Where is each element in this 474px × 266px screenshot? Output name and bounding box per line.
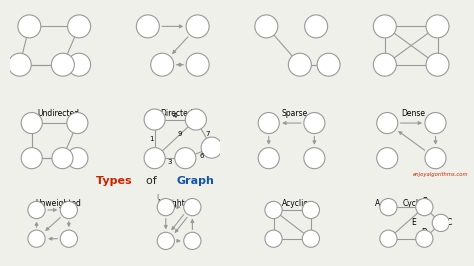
Circle shape (68, 15, 91, 38)
Circle shape (28, 230, 45, 247)
Circle shape (416, 198, 433, 216)
Text: Weighted: Weighted (158, 198, 195, 207)
Text: A: A (375, 199, 380, 208)
Circle shape (60, 230, 77, 247)
Text: of: of (146, 176, 160, 186)
Circle shape (67, 113, 88, 134)
Circle shape (302, 201, 319, 219)
Circle shape (305, 15, 328, 38)
Text: B: B (422, 197, 427, 206)
Circle shape (52, 148, 73, 169)
Circle shape (186, 15, 209, 38)
Text: Types: Types (96, 176, 135, 186)
Text: E: E (411, 218, 416, 227)
Circle shape (255, 15, 278, 38)
Circle shape (185, 109, 206, 130)
Circle shape (288, 53, 311, 76)
Circle shape (51, 53, 74, 76)
Circle shape (67, 148, 88, 169)
Circle shape (426, 15, 449, 38)
Circle shape (137, 15, 159, 38)
Circle shape (374, 53, 396, 76)
Circle shape (265, 230, 282, 247)
Circle shape (21, 148, 42, 169)
Text: Unweighted: Unweighted (35, 198, 81, 207)
Text: Directed: Directed (160, 109, 193, 118)
Circle shape (304, 148, 325, 169)
Circle shape (377, 148, 398, 169)
Text: Acyclic: Acyclic (282, 198, 308, 207)
Circle shape (144, 109, 165, 130)
Circle shape (68, 53, 91, 76)
Circle shape (8, 53, 31, 76)
Circle shape (416, 230, 433, 247)
Text: Cyclic: Cyclic (402, 198, 425, 207)
Circle shape (157, 232, 174, 250)
Circle shape (426, 53, 449, 76)
Circle shape (304, 113, 325, 134)
Circle shape (184, 198, 201, 216)
Circle shape (18, 15, 41, 38)
Circle shape (184, 232, 201, 250)
Text: 1: 1 (149, 136, 154, 142)
Circle shape (144, 148, 165, 169)
Circle shape (374, 15, 396, 38)
Circle shape (425, 148, 446, 169)
Text: enjoyalgorithms.com: enjoyalgorithms.com (412, 172, 468, 177)
Text: 7: 7 (205, 131, 210, 136)
Text: 4: 4 (173, 113, 177, 119)
Circle shape (151, 53, 173, 76)
Text: C: C (447, 218, 452, 227)
Circle shape (60, 201, 77, 219)
Circle shape (380, 198, 397, 216)
Text: 3: 3 (168, 159, 172, 165)
Circle shape (175, 148, 196, 169)
Circle shape (186, 53, 209, 76)
Text: Dense: Dense (401, 109, 426, 118)
Circle shape (258, 113, 279, 134)
Circle shape (425, 113, 446, 134)
Text: D: D (421, 228, 427, 238)
Circle shape (258, 148, 279, 169)
Circle shape (432, 214, 449, 231)
Circle shape (265, 201, 282, 219)
Circle shape (377, 113, 398, 134)
Circle shape (21, 113, 42, 134)
Circle shape (302, 230, 319, 247)
Circle shape (201, 137, 222, 158)
Text: Sparse: Sparse (282, 109, 308, 118)
Text: 9: 9 (177, 131, 182, 138)
Circle shape (317, 53, 340, 76)
Circle shape (380, 230, 397, 247)
Circle shape (157, 198, 174, 216)
Circle shape (28, 201, 45, 219)
Text: 6: 6 (200, 153, 204, 159)
Text: Undirected: Undirected (37, 109, 79, 118)
Text: Graph: Graph (177, 176, 214, 186)
